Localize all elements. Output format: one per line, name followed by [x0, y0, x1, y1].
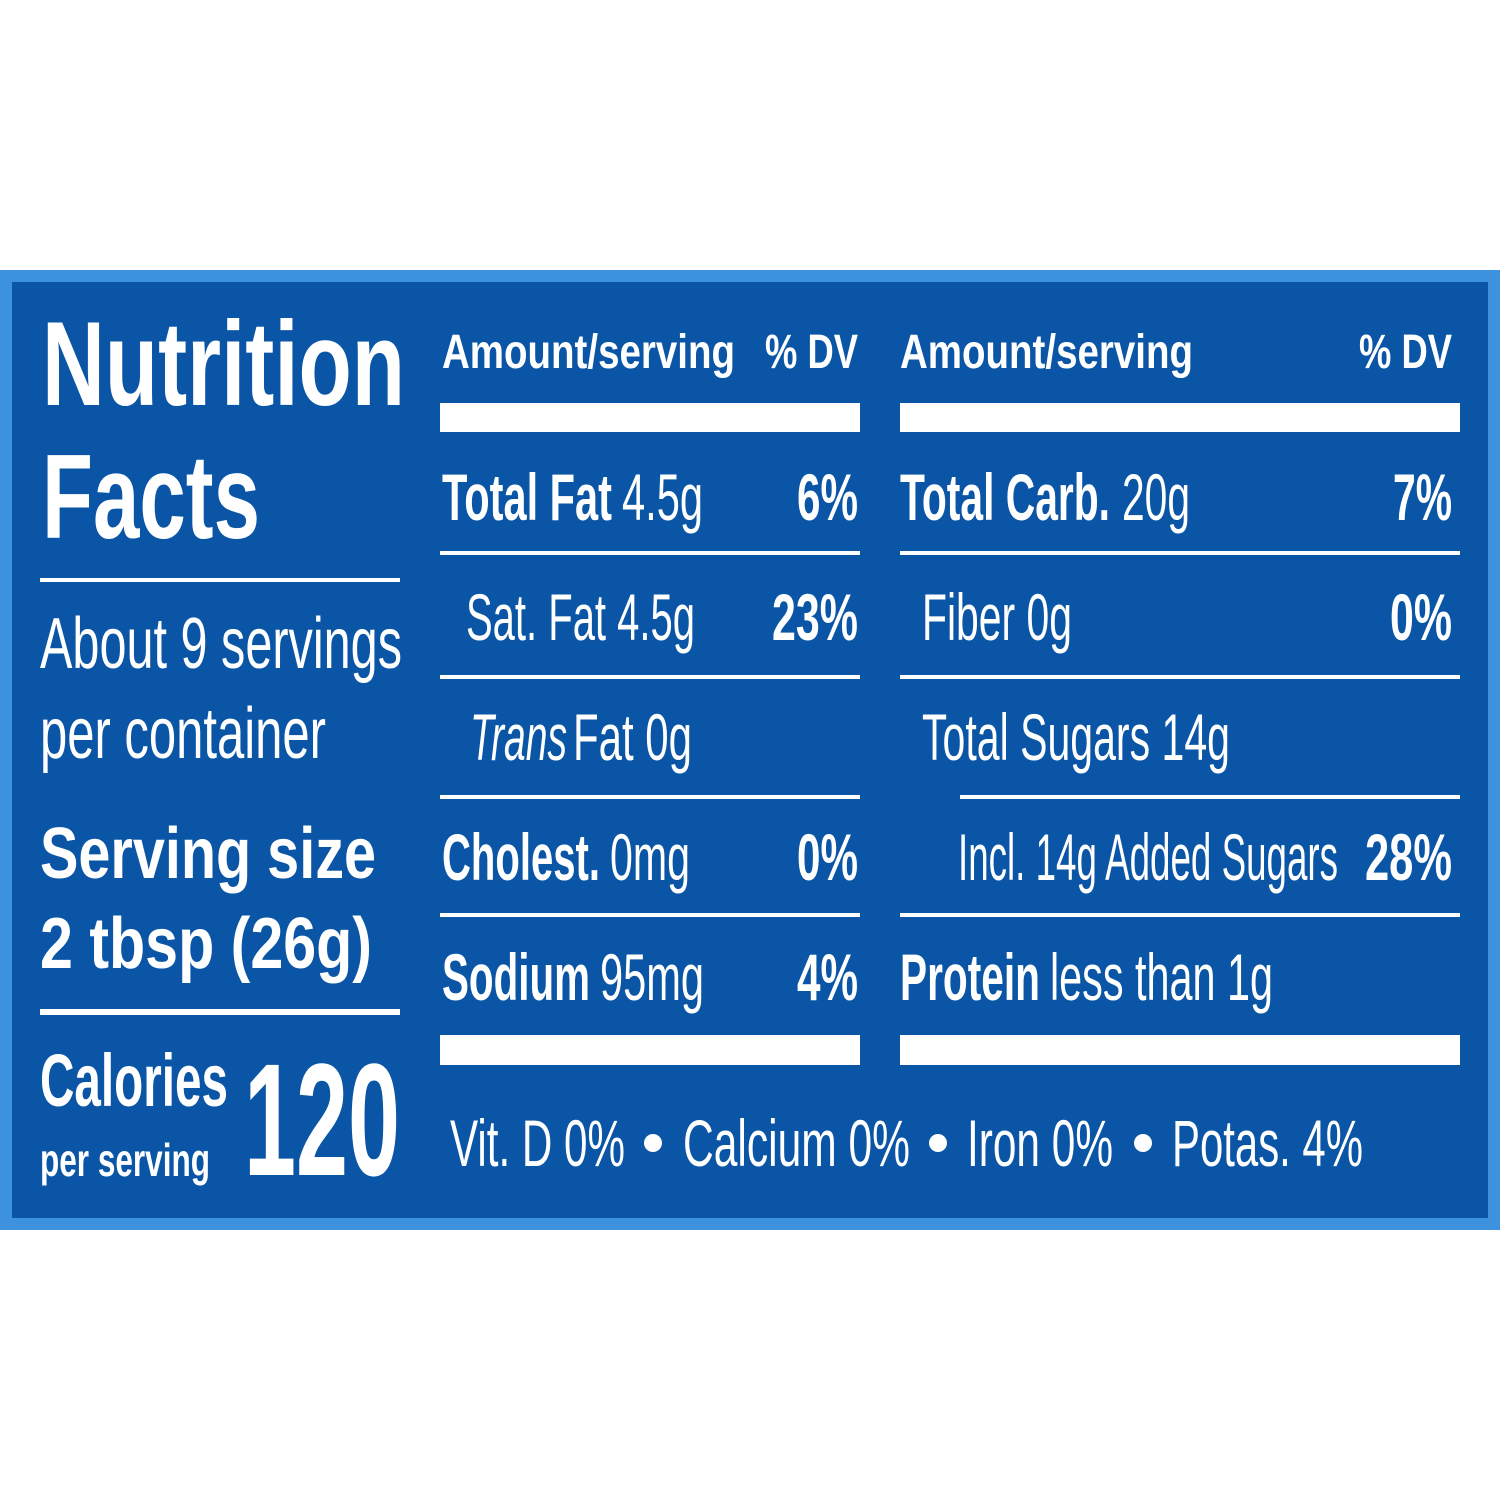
title: Facts: [42, 430, 260, 564]
nutrient: Cholest.: [442, 820, 600, 894]
header: % DV: [765, 326, 858, 379]
amount: 0mg: [610, 820, 690, 894]
vitamin: Vit. D 0%: [450, 1106, 625, 1180]
rule: [40, 1009, 400, 1015]
bullet: [1134, 1134, 1152, 1152]
dv: 7%: [1393, 460, 1452, 534]
bullet: [929, 1134, 947, 1152]
nutrient: Protein: [900, 940, 1040, 1014]
rule: [440, 795, 860, 799]
rule: [900, 675, 1460, 679]
dv: 4%: [797, 940, 858, 1014]
header: Amount/serving: [442, 326, 735, 379]
rule: [440, 551, 860, 555]
dv: 28%: [1365, 820, 1452, 894]
calories-sublabel: per serving: [40, 1134, 210, 1186]
amount: Fat 0g: [573, 700, 692, 774]
rule: [440, 675, 860, 679]
bar: [440, 403, 860, 432]
amount: 20g: [1122, 460, 1190, 534]
calories-label: Calories: [40, 1039, 228, 1122]
amount: Incl. 14g Added Sugars: [958, 820, 1338, 894]
amount: Total Sugars 14g: [922, 700, 1230, 774]
serving-size: 2 tbsp (26g): [40, 904, 372, 984]
nutrient: Sodium: [442, 940, 590, 1014]
vitamin: Potas. 4%: [1172, 1106, 1363, 1180]
servings: per container: [40, 694, 326, 774]
rule: [900, 551, 1460, 555]
dv: 0%: [797, 820, 858, 894]
rule: [900, 913, 1460, 917]
amount: Sat. Fat 4.5g: [466, 580, 695, 654]
amount: 95mg: [600, 940, 704, 1014]
dv: 6%: [797, 460, 858, 534]
amount: Fiber 0g: [922, 580, 1072, 654]
serving-size: Serving size: [40, 814, 376, 894]
nutrient: Trans: [470, 700, 567, 774]
bar: [440, 1035, 860, 1065]
nutrient: Total Fat: [442, 460, 612, 534]
servings: About 9 servings: [40, 604, 402, 684]
calories-value: 120: [244, 1030, 400, 1209]
title: Nutrition: [42, 297, 405, 431]
bar: [900, 1035, 1460, 1065]
rule: [40, 578, 400, 582]
header: Amount/serving: [900, 326, 1193, 379]
vitamin: Calcium 0%: [683, 1106, 910, 1180]
amount: 4.5g: [622, 460, 703, 534]
amount: less than 1g: [1050, 940, 1273, 1014]
rule: [440, 913, 860, 917]
nutrient: Total Carb.: [900, 460, 1110, 534]
dv: 23%: [772, 580, 858, 654]
bullet: [644, 1134, 662, 1152]
header: % DV: [1359, 326, 1452, 379]
vitamin: Iron 0%: [967, 1106, 1113, 1180]
dv: 0%: [1390, 580, 1452, 654]
bar: [900, 403, 1460, 432]
rule: [960, 795, 1460, 799]
